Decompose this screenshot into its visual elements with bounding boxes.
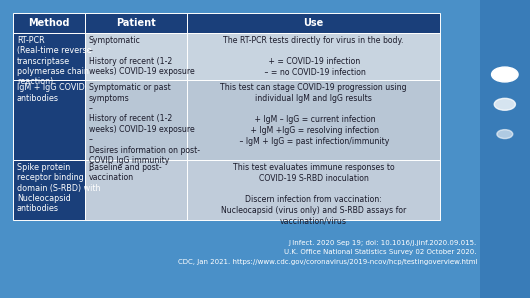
Bar — [480, 0, 530, 298]
Text: CDC, Jan 2021. https://www.cdc.gov/coronavirus/2019-ncov/hcp/testingoverview.htm: CDC, Jan 2021. https://www.cdc.gov/coron… — [178, 259, 477, 265]
Bar — [13, 13, 85, 33]
Circle shape — [492, 67, 518, 82]
Bar — [85, 160, 187, 220]
Bar — [187, 13, 440, 33]
Text: Spike protein
receptor binding
domain (S-RBD) with
Nucleocapsid
antibodies: Spike protein receptor binding domain (S… — [17, 163, 101, 213]
Circle shape — [494, 98, 515, 110]
Bar — [187, 80, 440, 160]
Bar — [13, 80, 85, 160]
Bar — [187, 33, 440, 80]
Bar — [85, 80, 187, 160]
Text: The RT-PCR tests directly for virus in the body.

 + = COVID-19 infection
 – = n: The RT-PCR tests directly for virus in t… — [223, 36, 404, 77]
Text: Patient: Patient — [116, 18, 156, 28]
Text: Method: Method — [29, 18, 70, 28]
Text: Baseline and post-
vaccination: Baseline and post- vaccination — [89, 163, 162, 182]
Bar — [13, 160, 85, 220]
Text: This test evaluates immune responses to
COVID-19 S-RBD inoculation

Discern infe: This test evaluates immune responses to … — [221, 163, 406, 226]
Text: IgM + IgG COVID
antibodies: IgM + IgG COVID antibodies — [17, 83, 85, 103]
Bar — [187, 160, 440, 220]
Circle shape — [497, 130, 513, 139]
Text: Use: Use — [303, 18, 324, 28]
Bar — [85, 13, 187, 33]
Bar — [85, 33, 187, 80]
Text: Symptomatic or past
symptoms
–
History of recent (1-2
weeks) COVID-19 exposure
–: Symptomatic or past symptoms – History o… — [89, 83, 200, 175]
Text: Symptomatic
–
History of recent (1-2
weeks) COVID-19 exposure: Symptomatic – History of recent (1-2 wee… — [89, 36, 195, 76]
Text: This test can stage COVID-19 progression using
individual IgM and IgG results

 : This test can stage COVID-19 progression… — [220, 83, 407, 146]
Text: RT-PCR
(Real-time reverse
transcriptase
polymerase chain
reaction): RT-PCR (Real-time reverse transcriptase … — [17, 36, 92, 86]
Text: J Infect. 2020 Sep 19; doi: 10.1016/j.jinf.2020.09.015.: J Infect. 2020 Sep 19; doi: 10.1016/j.ji… — [289, 240, 477, 246]
Text: U.K. Office National Statistics Survey 02 October 2020.: U.K. Office National Statistics Survey 0… — [285, 249, 477, 255]
Bar — [13, 33, 85, 80]
